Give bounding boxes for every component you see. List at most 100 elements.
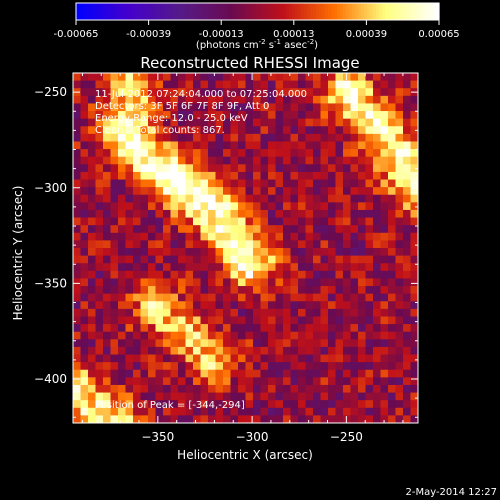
heatmap-cell xyxy=(200,194,209,203)
heatmap-cell xyxy=(238,133,246,142)
heatmap-cell xyxy=(245,217,254,226)
heatmap-cell xyxy=(403,141,411,150)
heatmap-cell xyxy=(118,141,126,150)
heatmap-cell xyxy=(185,324,194,333)
heatmap-cell xyxy=(140,171,149,181)
heatmap-cell xyxy=(253,179,261,188)
heatmap-cell xyxy=(245,111,254,120)
heatmap-cell xyxy=(118,118,126,127)
heatmap-cell xyxy=(275,126,284,135)
heatmap-cell xyxy=(260,95,269,104)
heatmap-cell xyxy=(193,73,201,82)
heatmap-cell xyxy=(155,400,164,409)
heatmap-cell xyxy=(260,202,269,211)
footer-date: 2-May-2014 12:27 xyxy=(405,487,497,498)
heatmap-cell xyxy=(343,392,351,401)
heatmap-cell xyxy=(290,384,299,394)
heatmap-cell xyxy=(73,179,81,188)
colorbar-tick-label: 0.00013 xyxy=(273,29,314,40)
heatmap-cell xyxy=(193,209,201,219)
heatmap-cell xyxy=(268,111,276,120)
chart-title: Reconstructed RHESSI Image xyxy=(140,54,359,72)
colorbar-swatch xyxy=(310,3,314,20)
heatmap-cell xyxy=(140,324,149,333)
heatmap-cell xyxy=(155,103,164,112)
heatmap-cell xyxy=(193,293,201,302)
heatmap-cell xyxy=(103,103,111,112)
heatmap-cell xyxy=(313,111,321,120)
heatmap-cell xyxy=(118,293,126,302)
heatmap-cell xyxy=(403,346,411,356)
heatmap-cell xyxy=(170,286,179,295)
heatmap-cell xyxy=(170,415,179,423)
heatmap-cell xyxy=(253,240,261,249)
heatmap-cell xyxy=(380,354,389,363)
heatmap-cell xyxy=(290,308,299,317)
heatmap-cell xyxy=(200,339,209,348)
heatmap-cell xyxy=(245,118,254,127)
heatmap-cell xyxy=(388,407,396,416)
heatmap-cell xyxy=(238,354,246,363)
heatmap-cell xyxy=(403,392,411,401)
heatmap-cell xyxy=(185,400,194,409)
heatmap-cell xyxy=(163,407,171,416)
heatmap-cell xyxy=(343,179,351,188)
heatmap-cell xyxy=(275,400,284,409)
heatmap-cell xyxy=(230,194,239,203)
heatmap-cell xyxy=(88,141,96,150)
heatmap-cell xyxy=(395,225,404,234)
heatmap-cell xyxy=(88,346,96,356)
heatmap-cell xyxy=(110,179,119,188)
heatmap-cell xyxy=(275,286,284,295)
heatmap-cell xyxy=(260,209,269,219)
heatmap-cell xyxy=(410,400,418,409)
heatmap-cell xyxy=(73,187,81,196)
heatmap-cell xyxy=(350,407,359,416)
heatmap-cell xyxy=(395,415,404,423)
colorbar-swatch xyxy=(253,3,257,20)
heatmap-cell xyxy=(155,88,164,97)
heatmap-cell xyxy=(268,141,276,150)
colorbar-swatch xyxy=(301,3,305,20)
colorbar-swatch xyxy=(304,3,308,20)
heatmap-cell xyxy=(163,255,171,264)
heatmap-cell xyxy=(223,141,231,150)
heatmap-cell xyxy=(245,171,254,181)
heatmap-cell xyxy=(223,118,231,127)
colorbar-swatch xyxy=(361,3,365,20)
heatmap-cell xyxy=(103,133,111,142)
heatmap-cell xyxy=(118,308,126,317)
colorbar-swatch xyxy=(316,3,320,20)
colorbar-swatch xyxy=(331,3,335,20)
heatmap-cell xyxy=(103,369,111,378)
heatmap-cell xyxy=(155,308,164,317)
heatmap-cell xyxy=(110,88,119,97)
heatmap-cell xyxy=(260,324,269,333)
colorbar-swatch xyxy=(430,3,434,20)
heatmap-cell xyxy=(275,225,284,234)
heatmap-cell xyxy=(283,209,291,219)
heatmap-cell xyxy=(245,88,254,97)
heatmap-cell xyxy=(155,384,164,394)
heatmap-cell xyxy=(148,164,156,173)
heatmap-cell xyxy=(223,103,231,112)
heatmap-cell xyxy=(380,286,389,295)
heatmap-cell xyxy=(238,73,246,82)
heatmap-cell xyxy=(230,308,239,317)
heatmap-cell xyxy=(343,324,351,333)
heatmap-cell xyxy=(193,331,201,340)
heatmap-cell xyxy=(275,301,284,310)
colorbar-swatch xyxy=(187,3,191,20)
heatmap-cell xyxy=(200,209,209,219)
heatmap-cell xyxy=(343,80,351,89)
heatmap-cell xyxy=(163,141,171,150)
heatmap-cell xyxy=(103,339,111,348)
heatmap-cell xyxy=(148,156,156,165)
heatmap-cell xyxy=(133,400,141,409)
heatmap-cell xyxy=(140,194,149,203)
heatmap-cell xyxy=(260,111,269,120)
heatmap-cell xyxy=(80,103,89,112)
heatmap-cell xyxy=(95,225,104,234)
heatmap-cell xyxy=(365,362,374,371)
heatmap-cell xyxy=(365,384,374,394)
